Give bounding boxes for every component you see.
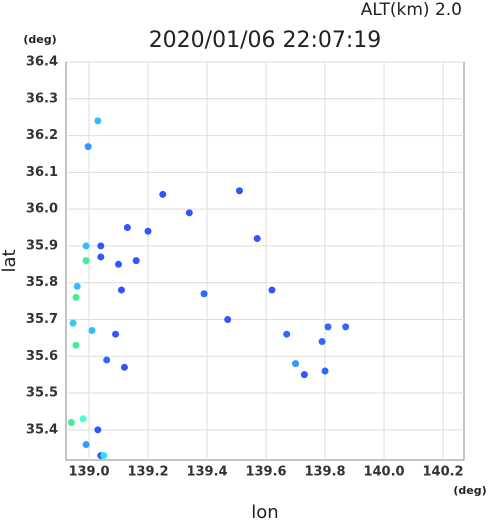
- x-tick-label: 140.0: [363, 465, 404, 480]
- echo-point: [79, 415, 87, 423]
- echo-point: [97, 253, 105, 261]
- echo-point: [123, 224, 131, 232]
- echo-point: [324, 323, 332, 331]
- echo-point: [132, 257, 140, 265]
- echo-point: [144, 227, 152, 235]
- echo-point: [185, 209, 193, 217]
- echo-point: [268, 286, 276, 294]
- echo-point: [103, 356, 111, 364]
- echo-point: [300, 371, 308, 379]
- y-tick-label: 36.3: [26, 91, 58, 106]
- echo-point: [72, 293, 80, 301]
- echo-point: [235, 187, 243, 195]
- x-tick-label: 140.2: [422, 465, 463, 480]
- echo-point: [67, 418, 75, 426]
- y-tick-label: 35.8: [26, 275, 58, 290]
- echo-point: [224, 315, 232, 323]
- echo-point: [200, 290, 208, 298]
- echo-point: [342, 323, 350, 331]
- echo-point: [82, 441, 90, 449]
- echo-point: [94, 426, 102, 434]
- y-tick-label: 36.1: [26, 165, 58, 180]
- echo-point: [159, 190, 167, 198]
- y-tick-label: 35.9: [26, 238, 58, 253]
- x-tick-label: 139.6: [245, 465, 286, 480]
- echo-point: [115, 260, 123, 268]
- echo-point: [321, 367, 329, 375]
- echo-point: [283, 330, 291, 338]
- echo-point: [318, 338, 326, 346]
- echo-point: [112, 330, 120, 338]
- echo-point: [253, 235, 261, 243]
- y-tick-label: 36.2: [26, 128, 58, 143]
- y-tick-label: 36.0: [26, 202, 58, 217]
- chart-title: 2020/01/06 22:07:19: [149, 28, 382, 53]
- y-tick-label: 35.6: [26, 349, 58, 364]
- y-tick-label: 36.4: [26, 55, 58, 70]
- plot-frame: [65, 61, 465, 461]
- x-tick-label: 139.8: [304, 465, 345, 480]
- x-unit: (deg): [453, 484, 486, 497]
- echo-point: [82, 257, 90, 265]
- x-tick-label: 139.4: [186, 465, 227, 480]
- echo-point: [94, 117, 102, 125]
- echo-point: [97, 242, 105, 250]
- y-unit: (deg): [23, 33, 56, 46]
- x-tick-label: 139.0: [68, 465, 109, 480]
- echo-point: [88, 327, 96, 335]
- echo-point: [69, 319, 77, 327]
- y-tick-label: 35.4: [26, 422, 58, 437]
- echo-point: [292, 360, 300, 368]
- echo-point: [73, 282, 81, 290]
- y-tick-label: 35.5: [26, 386, 58, 401]
- echo-point: [100, 452, 108, 460]
- echo-point: [82, 242, 90, 250]
- y-axis-label: lat: [0, 249, 20, 272]
- y-tick-label: 35.7: [26, 312, 58, 327]
- x-axis-label: lon: [251, 502, 278, 521]
- echo-point: [84, 143, 92, 151]
- echo-point: [117, 286, 125, 294]
- altitude-label: ALT(km) 2.0: [361, 0, 462, 20]
- x-tick-label: 139.2: [127, 465, 168, 480]
- echo-point: [120, 363, 128, 371]
- echo-point: [72, 341, 80, 349]
